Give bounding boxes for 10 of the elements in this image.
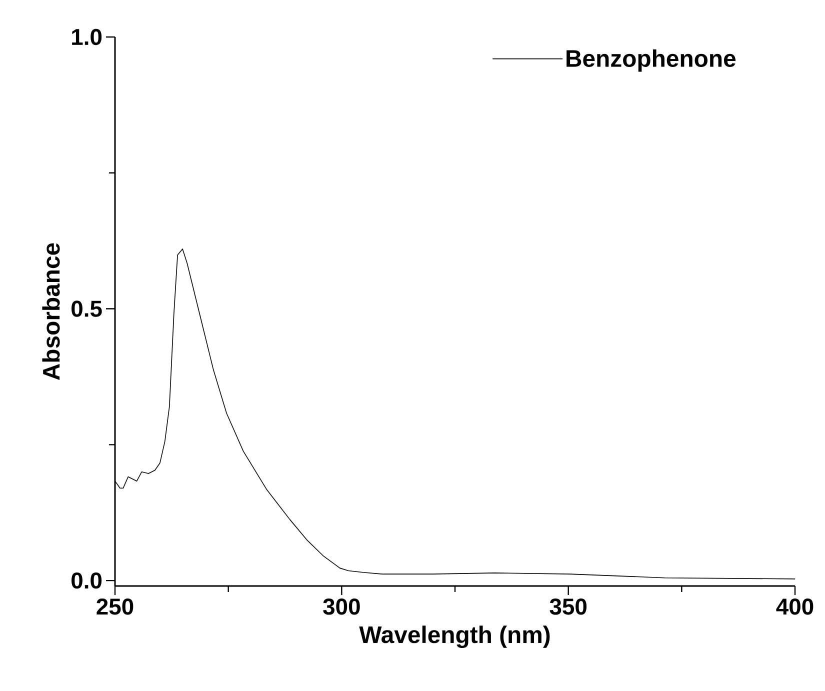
x-axis-title: Wavelength (nm) [359, 626, 550, 648]
y-tick-label: 1.0 [72, 28, 102, 46]
x-tick-label: 400 [776, 598, 814, 615]
y-axis-title: Absorbance [42, 243, 60, 380]
x-tick-label: 300 [323, 598, 360, 615]
legend-label: Benzophenone [566, 49, 736, 72]
x-tick-label: 350 [550, 598, 587, 615]
y-tick-label: 0.0 [72, 572, 102, 589]
y-tick-label: 0.5 [72, 300, 102, 317]
x-tick-label: 250 [96, 598, 134, 615]
